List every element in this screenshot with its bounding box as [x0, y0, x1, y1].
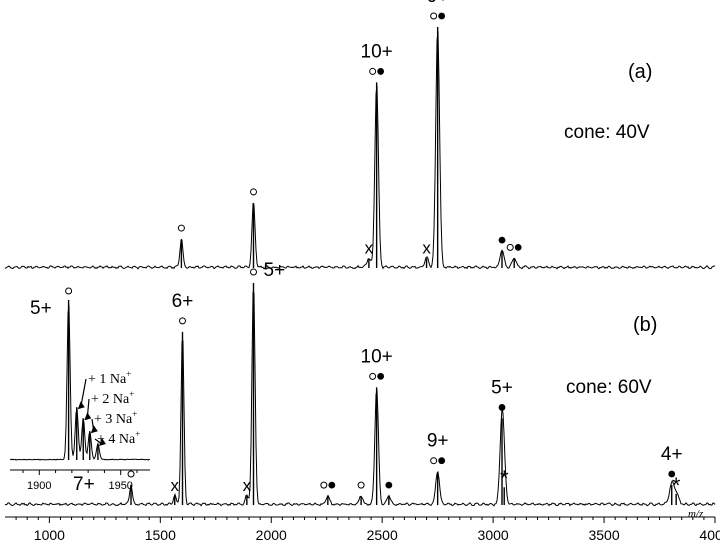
- inset-tick-label: 1950: [108, 480, 132, 492]
- panel-a-spectrum: x 10+ x 9+: [4, 0, 716, 270]
- panel-b-peak-marker-filled-circle: [668, 470, 676, 478]
- panel-a-peak-marker-filled-circle: [438, 12, 446, 20]
- panel-a-trace: [4, 31, 716, 270]
- inset-sodium-superscript: +: [132, 409, 137, 419]
- panel-b-peak-marker-asterisk: *: [500, 466, 509, 491]
- panel-b-trace: [4, 291, 716, 507]
- inset-sodium-adduct-label: + 2 Na+: [91, 389, 134, 407]
- x-axis-label: m/z: [688, 508, 704, 520]
- x-axis-tick-label: 4000: [699, 527, 720, 543]
- panel-a-peak-marker-open-circle: [369, 67, 377, 75]
- panel-b-peak-marker-open-circle: [127, 470, 135, 478]
- panel-a-peak-marker-filled-circle: [498, 236, 506, 244]
- panel-a-peak-marker-open-circle: [250, 188, 257, 196]
- inset-arrow-head: [84, 412, 92, 421]
- inset-sodium-superscript: +: [135, 429, 140, 439]
- inset-sodium-adduct-label: + 1 Na+: [88, 369, 131, 387]
- panel-b-spectrum: 7+ x 6+ x 5+ 10+ 9+ 5+ * 4+ *: [4, 260, 716, 507]
- panel-b-charge-label: 6+: [172, 291, 194, 312]
- panel-a-peak-marker-cross: x: [365, 238, 374, 257]
- panel-b-peak-marker-filled-circle: [328, 481, 336, 489]
- panel-b-peak-marker-filled-circle: [377, 372, 385, 380]
- panel-a-charge-label: 9+: [427, 0, 449, 7]
- panel-b-peak-marker-open-circle: [369, 372, 377, 380]
- panel-b-peak-marker-open-circle: [250, 268, 257, 276]
- panel-b-charge-label: 10+: [361, 346, 393, 367]
- panel-b-charge-label: 9+: [427, 431, 449, 452]
- inset-trace: [9, 305, 151, 461]
- panel-b-peak-marker-cross: x: [170, 476, 179, 495]
- x-axis-tick-label: 3000: [478, 527, 509, 543]
- inset-arrow-shaft: [80, 378, 87, 408]
- x-axis-tick-label: 1500: [145, 527, 176, 543]
- panel-a-charge-label: 10+: [361, 41, 393, 62]
- inset-charge-label: 5+: [30, 298, 52, 319]
- x-axis-tick-label: 3500: [588, 527, 619, 543]
- panel-b-charge-label: 5+: [264, 260, 286, 281]
- panel-b-charge-label: 7+: [73, 474, 95, 495]
- x-axis-tick-label: 2500: [367, 527, 398, 543]
- panel-a-peak-marker-open-circle: [177, 224, 185, 232]
- inset-sodium-adduct-label: + 3 Na+: [94, 409, 137, 427]
- panel-b-peak-marker-open-circle: [179, 317, 186, 325]
- panel-a-peak-marker-filled-circle: [377, 68, 385, 75]
- x-axis: 1000 1500 2000 2500 3000 3500 4000: [5, 516, 720, 543]
- panel-a-peak-marker-open-circle: [506, 243, 514, 251]
- inset-sodium-superscript: +: [126, 369, 131, 379]
- panel-b-peak-marker-filled-circle: [438, 457, 446, 465]
- panel-b-peak-marker-open-circle: [357, 481, 365, 489]
- panel-b-cone-voltage: cone: 60V: [566, 377, 652, 398]
- inset-sodium-adduct-label: + 4 Na+: [97, 429, 140, 447]
- panel-b-peak-marker-cross: x: [243, 476, 252, 495]
- panel-a-label: (a): [628, 61, 652, 83]
- inset-tick-label: 1900: [27, 480, 51, 492]
- panel-b-peak-marker-open-circle: [430, 457, 438, 465]
- panel-b-peak-marker-open-circle: [320, 481, 328, 489]
- inset-arrow-head: [90, 425, 98, 434]
- inset-arrow-head: [98, 438, 106, 446]
- panel-b-peak-marker-filled-circle: [498, 404, 506, 411]
- inset-peak-marker-open-circle: [65, 287, 73, 295]
- panel-b-charge-label: 4+: [661, 444, 683, 465]
- panel-a-cone-voltage: cone: 40V: [564, 122, 650, 143]
- inset-arrow-head: [77, 401, 85, 410]
- panel-b-charge-label: 5+: [491, 377, 513, 398]
- panel-b-peak-marker-asterisk: *: [672, 473, 681, 498]
- panel-b-label: (b): [633, 314, 657, 336]
- x-axis-tick-label: 2000: [256, 527, 287, 543]
- inset-sodium-superscript: +: [129, 389, 134, 399]
- panel-b-peak-marker-filled-circle: [385, 481, 393, 489]
- inset-spectrum: 1900 1950 + 1 Na+ + 2 Na+ + 3 Na+ + 4 Na+: [9, 287, 151, 492]
- x-axis-tick-label: 1000: [34, 527, 65, 543]
- panel-a-peak-marker-open-circle: [430, 12, 438, 20]
- panel-a-peak-marker-cross: x: [422, 238, 431, 257]
- panel-a-peak-marker-filled-circle: [514, 243, 522, 251]
